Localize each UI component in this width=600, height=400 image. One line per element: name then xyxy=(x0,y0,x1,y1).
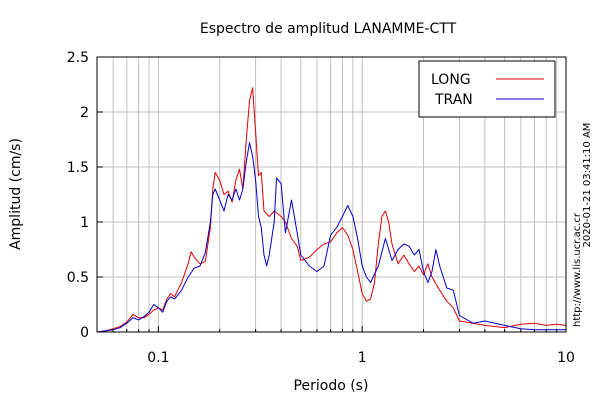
y-tick-label: 0 xyxy=(80,325,89,341)
timestamp-label: 2020-01-21 03:41:10 AM xyxy=(582,123,593,248)
legend-label-tran: TRAN xyxy=(434,92,473,108)
tick-layer: 0 0.5 1 1.5 2 2.5 0.1 1 10 xyxy=(67,50,575,366)
legend-label-long: LONG xyxy=(431,72,471,88)
series-line-long xyxy=(96,87,567,333)
y-tick-label: 2.5 xyxy=(67,50,89,66)
x-axis-label: Periodo (s) xyxy=(294,378,369,394)
y-tick-label: 0.5 xyxy=(67,270,89,286)
y-axis-label: Amplitud (cm/s) xyxy=(8,138,24,250)
plot-frame xyxy=(96,56,567,333)
chart-title: Espectro de amplitud LANAMME-CTT xyxy=(200,21,457,37)
y-tick-label: 2 xyxy=(80,105,89,121)
y-tick-label: 1 xyxy=(80,215,89,231)
legend: LONG TRAN xyxy=(418,60,556,118)
y-tick-label: 1.5 xyxy=(67,160,89,176)
x-tick-label: 10 xyxy=(557,350,575,366)
series-layer xyxy=(96,87,567,333)
website-label: http://www.lis.ucr.ac.cr xyxy=(572,212,583,327)
legend-box xyxy=(418,60,556,118)
series-line-tran xyxy=(96,142,566,333)
x-tick-label: 1 xyxy=(358,350,367,366)
x-tick-label: 0.1 xyxy=(147,350,169,366)
